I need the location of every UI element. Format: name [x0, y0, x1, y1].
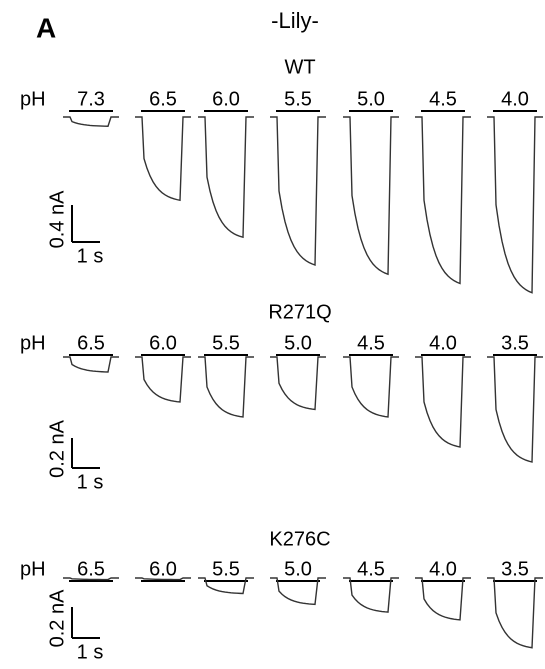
current-trace	[198, 577, 254, 595]
current-trace	[135, 356, 191, 403]
ph-value: 5.5	[212, 332, 240, 354]
ph-value: 4.5	[357, 558, 385, 580]
current-trace	[198, 356, 254, 418]
ph-value: 3.5	[501, 558, 529, 580]
figure-title: -Lily-	[271, 8, 319, 33]
ph-value: 6.0	[149, 332, 177, 354]
ph-label: pH	[20, 558, 46, 580]
ph-label: pH	[20, 332, 46, 354]
current-trace	[487, 116, 543, 294]
ph-value: 4.0	[429, 332, 457, 354]
ph-value: 7.3	[77, 88, 105, 110]
current-trace	[135, 577, 191, 581]
scale-label-time: 1 s	[77, 245, 104, 267]
ph-value: 5.5	[212, 558, 240, 580]
current-trace	[415, 116, 471, 285]
current-trace	[415, 356, 471, 448]
current-trace	[415, 577, 471, 621]
scale-label-current: 0.4 nA	[46, 190, 68, 248]
ph-value: 5.0	[284, 332, 312, 354]
ph-value: 6.5	[77, 332, 105, 354]
ph-value: 4.0	[501, 88, 529, 110]
ph-value: 4.5	[357, 332, 385, 354]
current-trace	[270, 356, 326, 411]
current-trace	[343, 577, 399, 613]
ph-value: 5.0	[357, 88, 385, 110]
current-trace	[135, 116, 191, 202]
current-trace	[198, 116, 254, 239]
scale-label-time: 1 s	[77, 471, 104, 493]
ph-value: 6.0	[149, 558, 177, 580]
ph-value: 5.0	[284, 558, 312, 580]
panel-name: K276C	[269, 528, 330, 550]
ph-value: 5.5	[284, 88, 312, 110]
current-trace	[270, 116, 326, 266]
current-trace	[343, 356, 399, 418]
ph-value: 6.5	[149, 88, 177, 110]
current-trace	[270, 577, 326, 606]
current-trace	[63, 577, 119, 581]
current-trace	[487, 577, 543, 649]
scale-label-current: 0.2 nA	[46, 419, 68, 477]
scale-label-current: 0.2 nA	[46, 589, 68, 647]
ph-value: 3.5	[501, 332, 529, 354]
current-trace	[343, 116, 399, 276]
ph-label: pH	[20, 88, 46, 110]
ph-value: 6.0	[212, 88, 240, 110]
panel-label: A	[36, 12, 56, 43]
current-trace	[63, 356, 119, 373]
current-trace	[487, 356, 543, 463]
scale-label-time: 1 s	[77, 641, 104, 663]
panel-name: WT	[284, 56, 315, 78]
ph-value: 4.0	[429, 558, 457, 580]
ph-value: 6.5	[77, 558, 105, 580]
ph-value: 4.5	[429, 88, 457, 110]
panel-name: R271Q	[268, 301, 331, 323]
current-trace	[63, 116, 119, 127]
